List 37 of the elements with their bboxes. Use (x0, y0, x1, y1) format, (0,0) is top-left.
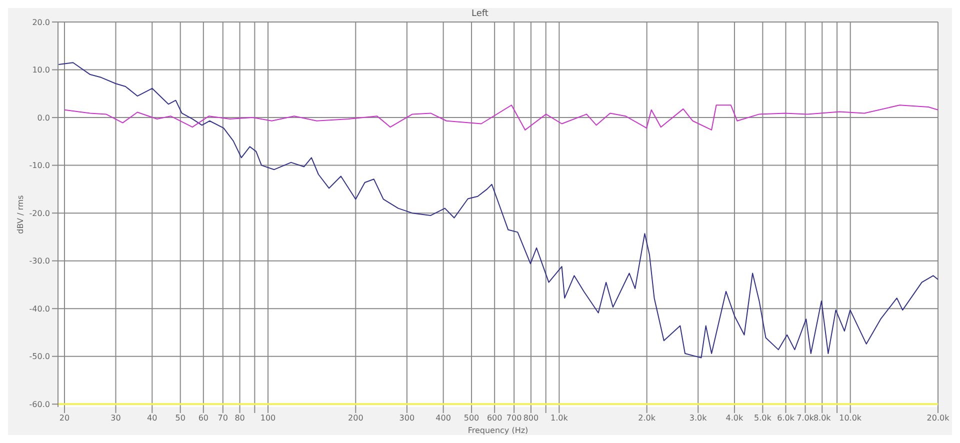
x-tick-label: 400 (436, 414, 451, 423)
x-tick-label: 500 (464, 414, 480, 423)
x-tick-label: 300 (399, 414, 415, 423)
y-tick-label: 20.0 (32, 18, 50, 27)
chart-title: Left (470, 9, 490, 19)
x-tick-label: 50 (175, 414, 186, 423)
x-tick-label: 20.0k (926, 414, 950, 423)
x-tick-label: 1.0k (550, 414, 568, 423)
x-tick-label: 30 (110, 414, 121, 423)
x-tick-label: 600 (486, 414, 502, 423)
y-tick-label: -50.0 (29, 352, 50, 362)
y-tick-label: -40.0 (29, 304, 50, 314)
x-axis-title: Frequency (Hz) (468, 426, 528, 435)
y-tick-label: 10.0 (32, 66, 50, 75)
x-tick-label: 80 (234, 414, 245, 423)
x-tick-label: 700 (506, 414, 522, 423)
x-tick-label: 2.0k (638, 414, 656, 423)
y-tick-label: -20.0 (29, 208, 50, 218)
y-axis-title: dBV / rms (16, 195, 25, 234)
x-tick-label: 200 (348, 414, 364, 423)
x-tick-label: 100 (260, 414, 276, 423)
x-tick-label: 20 (59, 414, 70, 423)
y-tick-label: -10.0 (29, 161, 50, 170)
x-tick-label: 5.0k (754, 414, 772, 423)
y-tick-label: -60.0 (29, 400, 50, 409)
x-tick-label: 4.0k (726, 414, 744, 423)
x-tick-label: 7.0k (796, 414, 814, 423)
x-tick-label: 6.0k (777, 414, 795, 423)
x-tick-label: 60 (198, 414, 209, 423)
x-tick-label: 3.0k (689, 414, 708, 423)
y-tick-label: 0.0 (37, 113, 50, 122)
x-tick-label: 800 (523, 414, 539, 423)
x-tick-label: 8.0k (813, 414, 832, 423)
x-tick-label: 70 (218, 414, 228, 423)
y-tick-label: -30.0 (29, 256, 50, 266)
x-tick-label: 40 (147, 414, 158, 423)
x-tick-label: 10.0k (839, 414, 862, 423)
